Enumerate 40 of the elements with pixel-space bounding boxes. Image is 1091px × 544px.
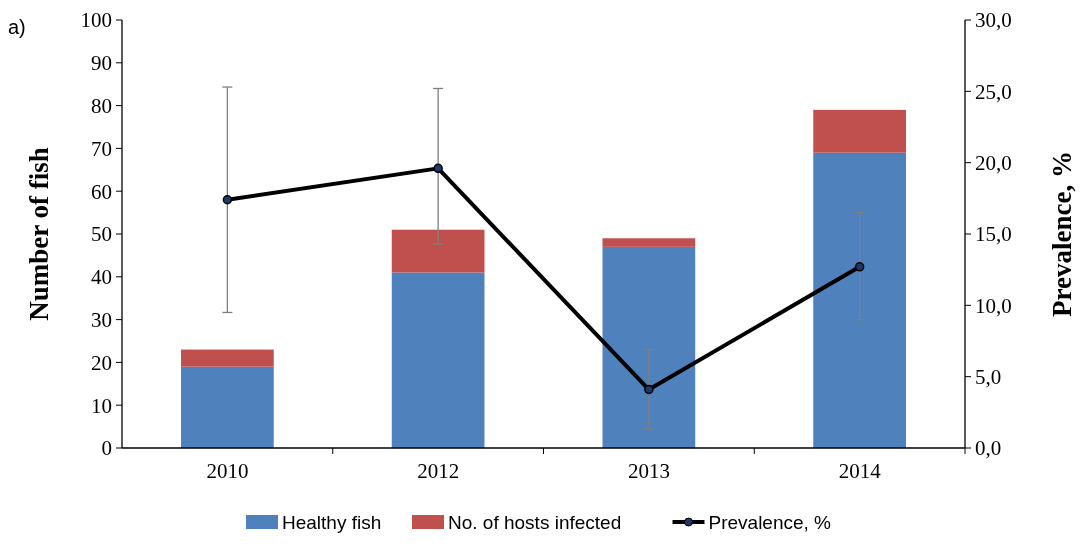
point (222, 195, 233, 205)
text: a) (8, 16, 26, 38)
y-axis-title: Number of fish (24, 147, 54, 321)
y-tick-label: 90 (91, 51, 112, 76)
point (854, 262, 865, 272)
legend-label: No. of hosts infected (448, 511, 622, 533)
y-tick-label: 0 (101, 436, 112, 461)
y2-tick-label: 15,0 (975, 222, 1012, 247)
point (433, 163, 443, 174)
y2-tick-label: 0,0 (975, 436, 1002, 461)
y-tick-label: 80 (91, 93, 112, 118)
point (644, 384, 654, 395)
x-tick-label: 2013 (627, 459, 670, 483)
y-tick-label: 30 (91, 307, 112, 332)
y2-axis-title: Prevalence, % (1047, 151, 1077, 317)
y-tick-label: 60 (91, 179, 112, 204)
y2-tick-label: 30,0 (975, 8, 1012, 33)
x-tick-label: 2012 (417, 459, 460, 483)
bar (813, 152, 906, 448)
y2-tick-label: 25,0 (975, 79, 1012, 104)
bar (391, 272, 485, 448)
y2-tick-label: 20,0 (975, 151, 1012, 176)
x-tick-label: 2014 (838, 459, 882, 483)
legend-label: Healthy fish (282, 511, 382, 533)
bar (181, 366, 274, 448)
y2-tick-label: 5,0 (975, 365, 1002, 390)
y-tick-label: 100 (80, 8, 112, 33)
legend-label: Prevalence, % (708, 511, 832, 533)
y2-tick-label: 10,0 (975, 293, 1012, 318)
bar (813, 109, 906, 153)
bar (181, 349, 274, 367)
bar (391, 229, 485, 273)
bar (602, 246, 696, 448)
x-tick-label: 2010 (206, 459, 249, 483)
y-tick-label: 40 (91, 265, 112, 290)
y-tick-label: 70 (91, 136, 112, 161)
y-tick-label: 10 (91, 393, 112, 418)
bar (602, 238, 696, 247)
y-tick-label: 20 (91, 350, 112, 375)
y-tick-label: 50 (91, 222, 112, 247)
